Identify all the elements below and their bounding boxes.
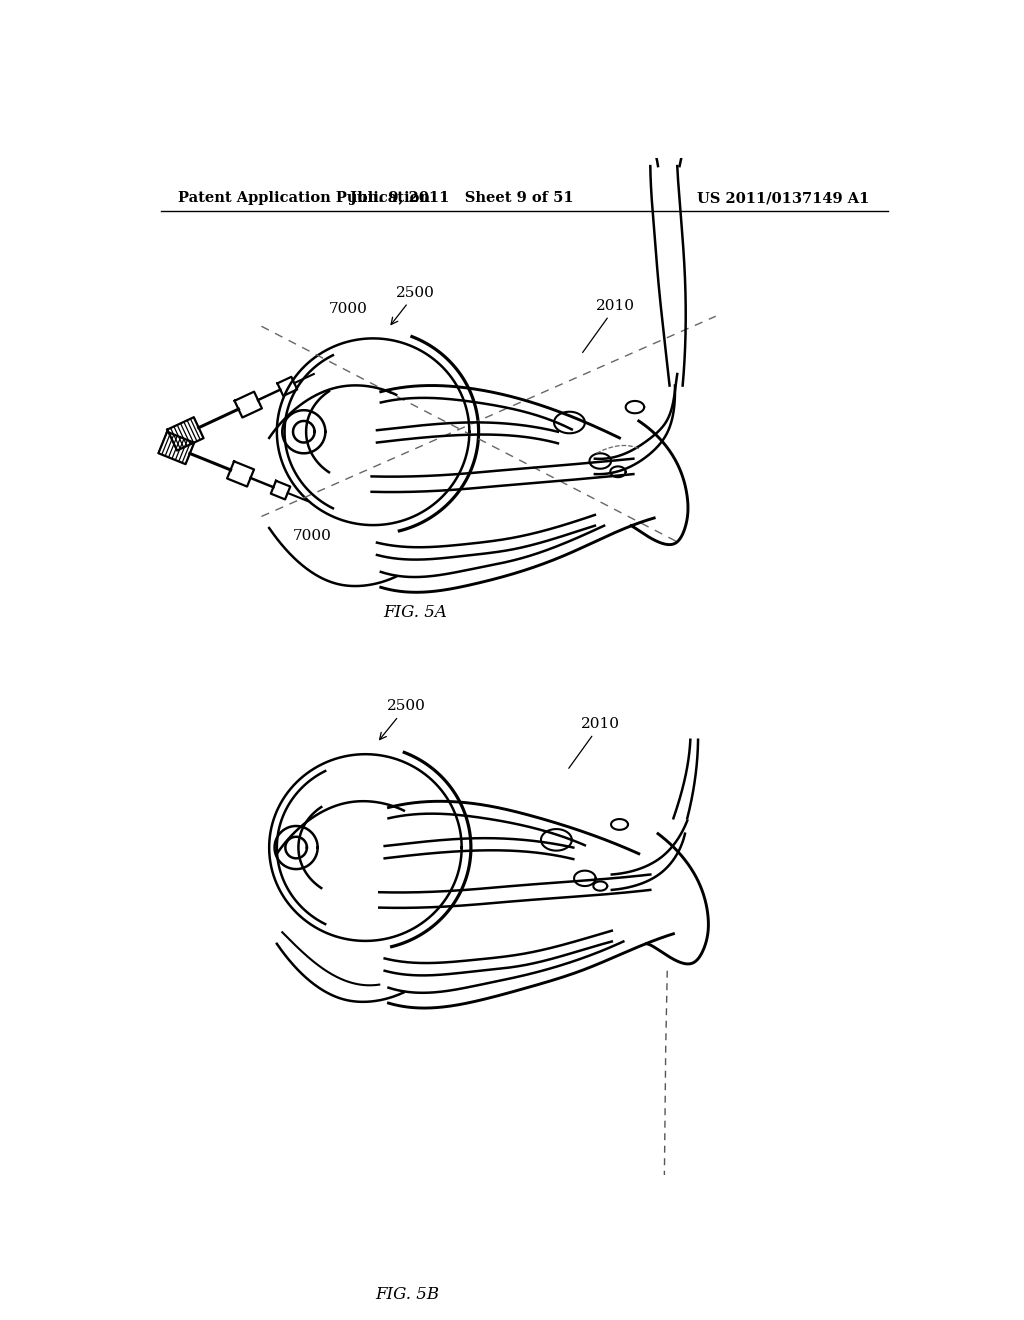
- Text: US 2011/0137149 A1: US 2011/0137149 A1: [697, 191, 869, 206]
- Text: Jun. 9, 2011   Sheet 9 of 51: Jun. 9, 2011 Sheet 9 of 51: [350, 191, 573, 206]
- Text: FIG. 5A: FIG. 5A: [384, 605, 447, 622]
- Text: 7000: 7000: [292, 529, 331, 543]
- Text: 2500: 2500: [391, 286, 435, 325]
- Text: 2500: 2500: [380, 700, 426, 739]
- Text: 2010: 2010: [583, 300, 636, 352]
- Text: FIG. 5B: FIG. 5B: [376, 1286, 440, 1303]
- Text: 7000: 7000: [330, 301, 368, 315]
- Text: Patent Application Publication: Patent Application Publication: [178, 191, 430, 206]
- Text: 2010: 2010: [568, 717, 620, 768]
